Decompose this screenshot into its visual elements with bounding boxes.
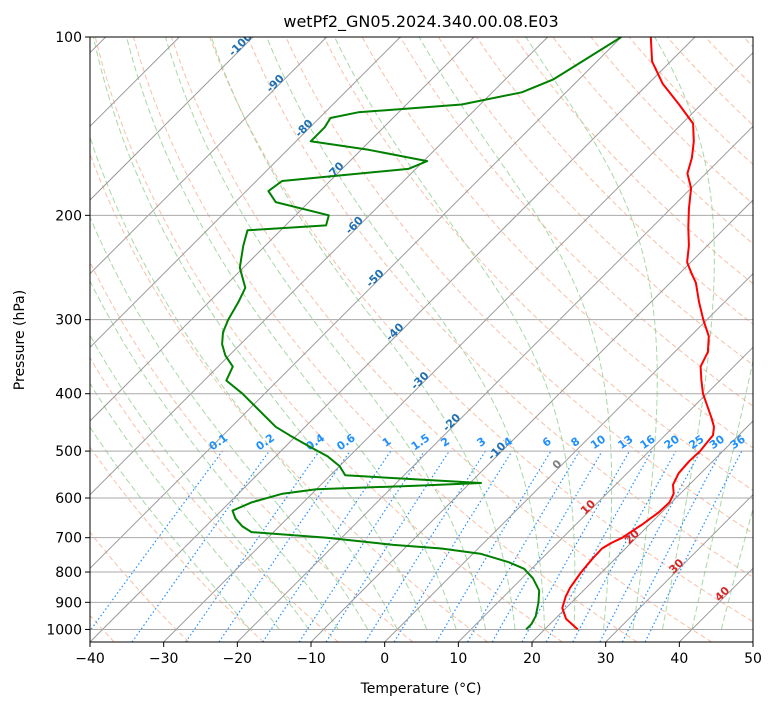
- isotherm-line: [310, 199, 753, 642]
- y-tick-label: 1000: [46, 622, 82, 638]
- mixing-ratio-line: [644, 450, 743, 642]
- dry-adiabat-line: [171, 37, 712, 642]
- mixing-ratio-line: [131, 450, 270, 642]
- isotherm-line: [457, 346, 753, 642]
- isotherm-line: [163, 51, 753, 642]
- moist-adiabat-line: [126, 37, 457, 630]
- dry-adiabat-line: [437, 37, 753, 366]
- mixing-ratio-line: [262, 450, 392, 642]
- moist-adiabat-line: [266, 37, 546, 630]
- x-tick-label: −20: [223, 651, 253, 667]
- x-tick-label: 10: [449, 651, 467, 667]
- x-tick-label: −30: [149, 651, 179, 667]
- isotherm-line: [384, 272, 753, 642]
- dry-adiabat-line: [132, 37, 638, 642]
- isotherm-line: [531, 420, 753, 642]
- isotherm-line: [605, 493, 753, 642]
- y-tick-label: 200: [55, 208, 82, 224]
- x-tick-label: 20: [523, 651, 541, 667]
- dry-adiabat-line: [399, 37, 753, 407]
- moist-adiabat-line: [90, 382, 280, 630]
- y-tick-label: 900: [55, 595, 82, 611]
- moist-adiabat-line: [90, 135, 398, 630]
- isotherm-line: [90, 37, 254, 201]
- isobars: [90, 37, 753, 630]
- mixing-ratio-line: [521, 450, 631, 642]
- dry-adiabat-line: [90, 531, 190, 642]
- isotherm-line: [90, 37, 696, 642]
- isotherm-line: [90, 37, 549, 496]
- y-tick-label: 500: [55, 444, 82, 460]
- mixing-ratio-line: [185, 450, 320, 642]
- dry-adiabat-line: [94, 37, 563, 642]
- moist-adiabat-line: [90, 215, 369, 630]
- dry-adiabat-line: [247, 37, 753, 578]
- temperature-profile-line: [561, 37, 715, 631]
- y-tick-label: 100: [55, 30, 82, 46]
- dry-adiabat-line: [285, 37, 753, 535]
- y-tick-label: 300: [55, 313, 82, 329]
- y-axis: 1000 900 800 700 600 500 400 300 200 100: [46, 30, 90, 638]
- x-tick-label: 40: [670, 651, 688, 667]
- dry-adiabat-line: [90, 446, 264, 642]
- dry-adiabat-line: [209, 37, 753, 623]
- isotherm-line: [90, 37, 328, 275]
- dry-adiabat-line: [361, 37, 753, 449]
- y-tick-label: 400: [55, 387, 82, 403]
- y-tick-label: 700: [55, 531, 82, 547]
- y-axis-title: Pressure (hPa): [12, 290, 28, 390]
- mixing-ratio-line: [90, 450, 223, 632]
- dry-adiabats: [90, 37, 753, 642]
- mixing-ratio-line: [325, 450, 450, 642]
- moist-adiabat-line: [90, 426, 251, 630]
- isotherm-line: [90, 37, 622, 570]
- moist-adiabat-line: [691, 358, 753, 630]
- moist-adiabat-line: [92, 37, 428, 630]
- moist-adiabat-line: [525, 37, 658, 630]
- mixing-ratio-line: [393, 450, 513, 642]
- dry-adiabat-line: [514, 37, 753, 285]
- x-tick-label: 30: [597, 651, 615, 667]
- chart-title: wetPf2_GN05.2024.340.00.08.E03: [283, 12, 558, 32]
- x-tick-label: 50: [744, 651, 762, 667]
- profiles: [221, 37, 715, 631]
- y-tick-label: 800: [55, 565, 82, 581]
- isotherm-line: [90, 37, 401, 349]
- x-tick-label: 0: [380, 651, 389, 667]
- mixing-ratio-line: [572, 450, 677, 642]
- isotherms: [90, 37, 753, 642]
- isotherm-line: [236, 125, 753, 642]
- isotherm-line: [90, 37, 475, 422]
- moist-adiabat-line: [654, 37, 715, 630]
- mixing-ratio-line: [218, 450, 351, 642]
- moist-adiabat-line: [418, 37, 613, 630]
- moist-adiabat-line: [164, 37, 487, 630]
- x-axis-title: Temperature (°C): [360, 681, 482, 697]
- dry-adiabat-line: [90, 152, 488, 642]
- x-tick-label: −40: [75, 651, 105, 667]
- dewpoint-profile-line: [221, 37, 622, 631]
- dry-adiabat-line: [323, 37, 753, 491]
- plot-frame: [89, 36, 754, 643]
- x-axis: −40 −30 −20 −10 0 10 20 30 40 50: [75, 642, 762, 667]
- y-tick-label: 600: [55, 491, 82, 507]
- mixing-ratio-line: [298, 450, 425, 642]
- x-tick-label: −10: [296, 651, 326, 667]
- dry-adiabat-line: [90, 356, 339, 642]
